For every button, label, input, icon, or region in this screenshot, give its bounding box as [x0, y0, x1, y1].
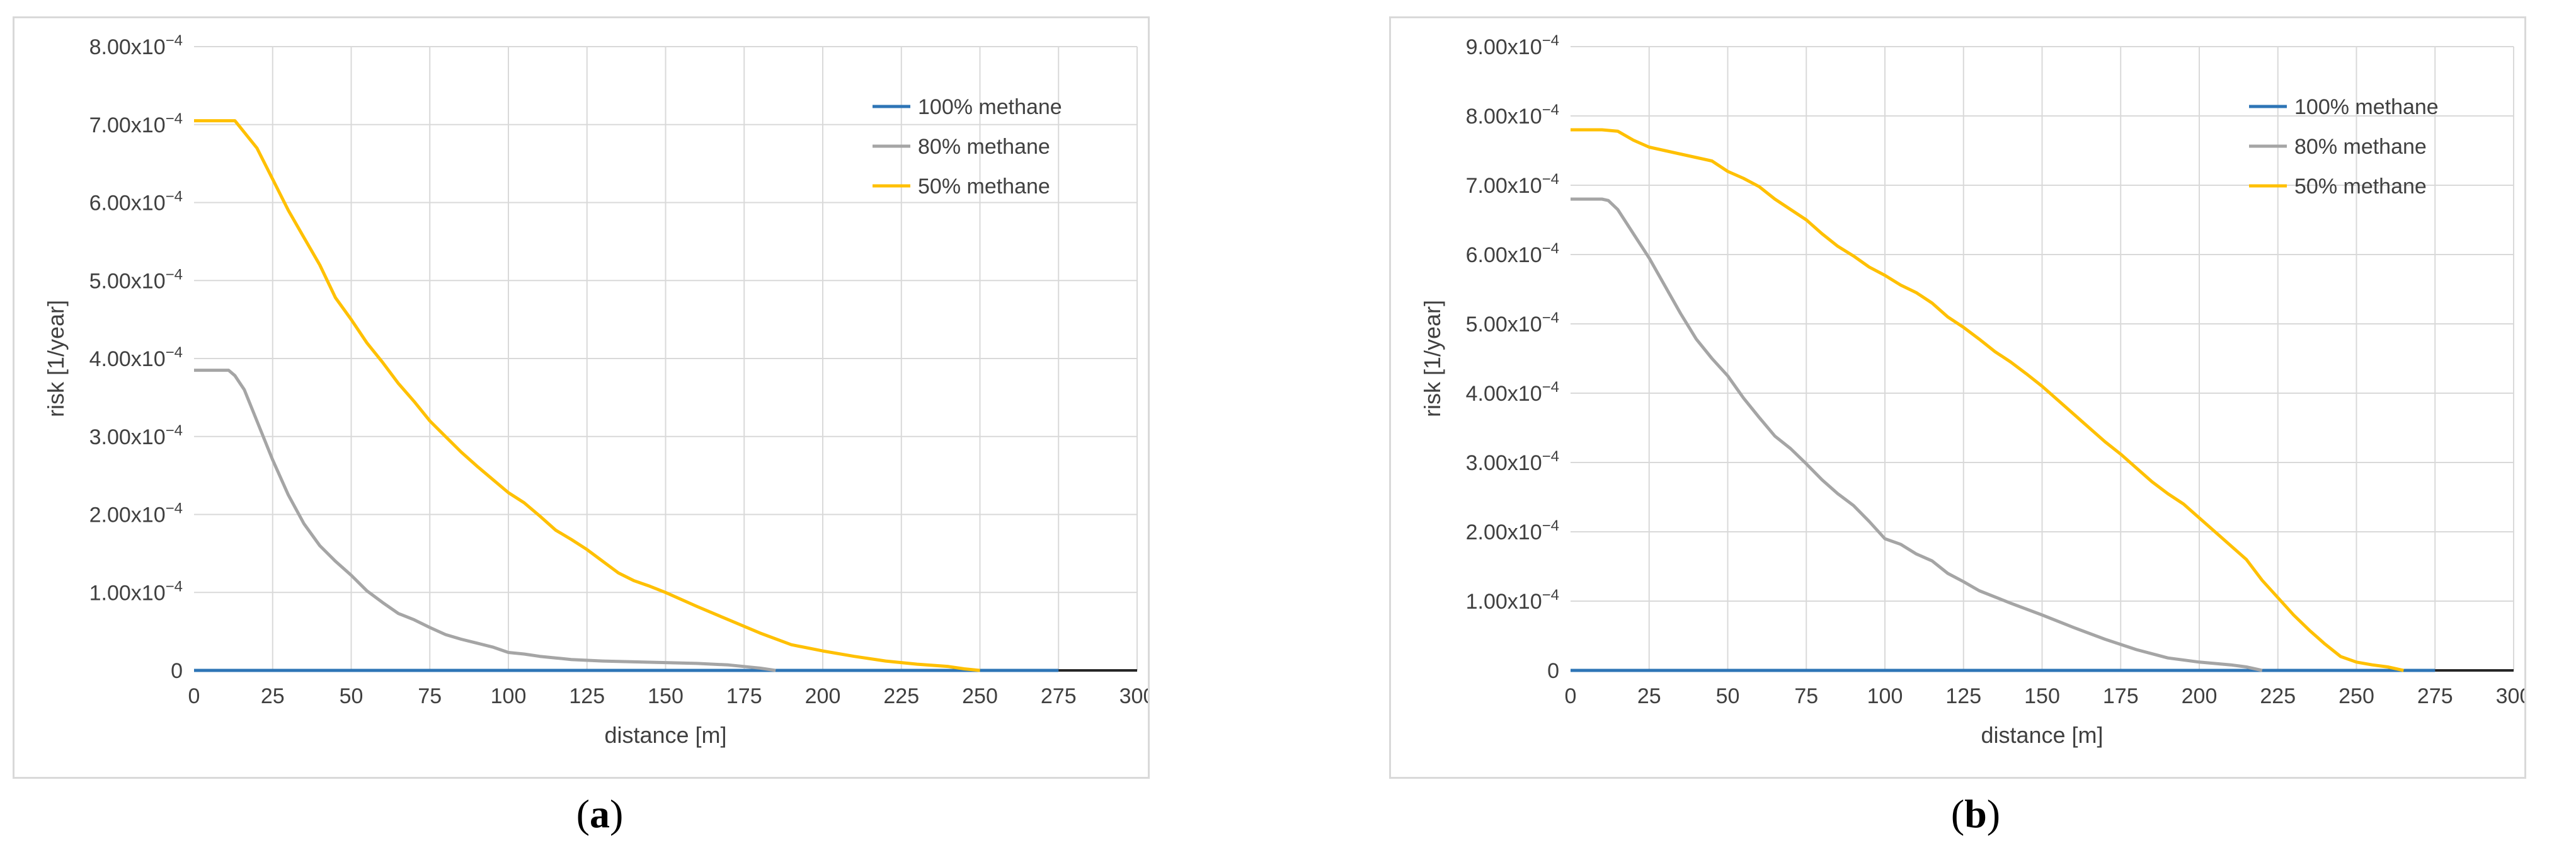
x-tick-label: 25	[261, 684, 285, 708]
grid-lines	[1571, 46, 2514, 670]
y-tick-label: 2.00x10−4	[89, 500, 183, 527]
x-tick-label: 200	[2182, 684, 2218, 708]
y-tick-label: 3.00x10−4	[89, 422, 183, 449]
y-tick-exponent: −4	[1542, 171, 1559, 188]
legend-label: 100% methane	[918, 95, 1062, 119]
y-tick-label: 9.00x10−4	[1466, 32, 1559, 59]
series-line-80-methane	[1571, 197, 2263, 672]
x-tick-label: 100	[491, 684, 527, 708]
y-tick-label: 5.00x10−4	[89, 266, 183, 293]
x-tick-label: 125	[1945, 684, 1981, 708]
legend: 100% methane 80% methane 50% methane	[2249, 95, 2439, 198]
series-line-80-methane	[194, 369, 776, 672]
x-tick-label: 75	[418, 684, 442, 708]
y-tick-label: 7.00x10−4	[1466, 171, 1559, 198]
legend-label: 100% methane	[2294, 95, 2439, 119]
y-tick-exponent: −4	[166, 110, 183, 127]
y-tick-exponent: −4	[1542, 517, 1559, 534]
y-tick-exponent: −4	[166, 500, 183, 517]
x-tick-label: 225	[883, 684, 919, 708]
x-tick-label: 150	[2024, 684, 2060, 708]
chart-panel-a: 0 25 50 75 100 125 150 175 200 225 250 275 300 0 1.00x…	[13, 16, 1150, 779]
y-tick-exponent: −4	[1542, 309, 1559, 326]
x-tick-label: 250	[962, 684, 998, 708]
chart-panel-b: 0 25 50 75 100 125 150 175 200 225 250 275 300 0 1.00x…	[1389, 16, 2526, 779]
series-line-50-methane	[1571, 128, 2404, 672]
x-tick-label: 0	[188, 684, 200, 708]
caption-b: (b)	[1950, 791, 2001, 836]
x-tick-label: 275	[2417, 684, 2453, 708]
legend-label: 80% methane	[2294, 135, 2427, 159]
x-tick-label: 150	[648, 684, 684, 708]
x-tick-label: 250	[2338, 684, 2374, 708]
y-tick-exponent: −4	[166, 422, 183, 439]
x-tick-label: 275	[1041, 684, 1077, 708]
y-tick-exponent: −4	[166, 188, 183, 205]
x-tick-label: 300	[1119, 684, 1148, 708]
x-tick-label: 75	[1794, 684, 1818, 708]
y-tick-label: 6.00x10−4	[89, 188, 183, 215]
y-axis-title: risk [1/year]	[43, 300, 69, 417]
x-tick-label: 125	[569, 684, 605, 708]
y-tick-exponent: −4	[1542, 587, 1559, 604]
x-tick-label: 25	[1637, 684, 1661, 708]
caption-b-letter: b	[1964, 791, 1987, 836]
legend: 100% methane 80% methane 50% methane	[873, 95, 1062, 198]
x-tick-label: 200	[805, 684, 841, 708]
y-tick-exponent: −4	[166, 344, 183, 361]
y-tick-exponent: −4	[1542, 448, 1559, 465]
x-tick-label: 50	[1716, 684, 1740, 708]
y-tick-label: 0	[1547, 659, 1559, 683]
y-tick-label: 6.00x10−4	[1466, 240, 1559, 267]
y-tick-label: 4.00x10−4	[1466, 379, 1559, 406]
chart-svg-a: 0 25 50 75 100 125 150 175 200 225 250 275 300 0 1.00x…	[43, 32, 1148, 748]
x-tick-label: 175	[2103, 684, 2139, 708]
x-axis-title: distance [m]	[604, 722, 726, 748]
y-tick-label: 2.00x10−4	[1466, 517, 1559, 544]
y-tick-label: 4.00x10−4	[89, 344, 183, 371]
y-tick-label: 0	[171, 659, 183, 683]
caption-a: (a)	[576, 791, 624, 836]
y-tick-exponent: −4	[1542, 101, 1559, 118]
x-tick-label: 0	[1565, 684, 1577, 708]
y-tick-label: 3.00x10−4	[1466, 448, 1559, 475]
y-tick-exponent: −4	[1542, 32, 1559, 49]
legend-label: 80% methane	[918, 135, 1050, 159]
x-tick-label: 225	[2260, 684, 2296, 708]
series-line-50-methane	[194, 119, 980, 672]
y-tick-exponent: −4	[166, 578, 183, 595]
x-tick-label: 300	[2496, 684, 2524, 708]
y-tick-exponent: −4	[166, 32, 183, 49]
y-tick-exponent: −4	[1542, 379, 1559, 396]
chart-svg-b: 0 25 50 75 100 125 150 175 200 225 250 275 300 0 1.00x…	[1419, 32, 2524, 748]
y-tick-label: 8.00x10−4	[89, 32, 183, 59]
x-tick-label: 50	[340, 684, 364, 708]
legend-label: 50% methane	[918, 175, 1050, 198]
y-tick-exponent: −4	[1542, 240, 1559, 257]
y-tick-label: 7.00x10−4	[89, 110, 183, 137]
y-tick-exponent: −4	[166, 266, 183, 283]
y-tick-label: 1.00x10−4	[89, 578, 183, 605]
y-axis-title: risk [1/year]	[1419, 300, 1445, 417]
x-tick-label: 175	[726, 684, 762, 708]
legend-label: 50% methane	[2294, 175, 2427, 198]
y-tick-label: 1.00x10−4	[1466, 587, 1559, 614]
caption-a-letter: a	[590, 791, 610, 836]
y-tick-label: 5.00x10−4	[1466, 309, 1559, 336]
x-tick-label: 100	[1867, 684, 1903, 708]
x-axis-title: distance [m]	[1981, 722, 2103, 748]
y-tick-label: 8.00x10−4	[1466, 101, 1559, 129]
